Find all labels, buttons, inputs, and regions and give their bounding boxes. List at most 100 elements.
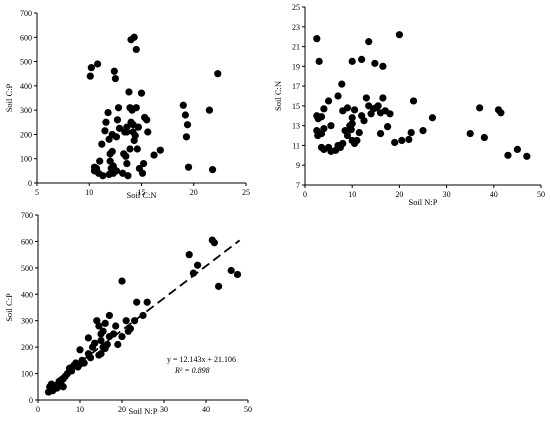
data-point — [395, 31, 403, 39]
data-point — [123, 159, 131, 168]
x-tick-label: 40 — [490, 190, 498, 199]
data-point — [114, 340, 122, 349]
x-tick-label: 15 — [138, 188, 146, 197]
data-point — [122, 152, 130, 160]
y-tick-label: 11 — [292, 141, 300, 150]
data-point — [94, 60, 102, 68]
y-tick-label: 21 — [292, 43, 300, 52]
data-point — [111, 74, 119, 83]
data-point — [480, 133, 488, 142]
y-tick-label: 400 — [20, 82, 32, 91]
data-point — [112, 133, 121, 141]
y-tick-label: 300 — [20, 106, 32, 115]
data-point — [405, 135, 413, 144]
x-tick-label: 10 — [348, 190, 356, 199]
data-point — [353, 136, 361, 145]
trendline — [45, 239, 241, 389]
y-tick-label: 500 — [20, 58, 32, 67]
y-tick-label: 700 — [21, 211, 33, 220]
data-point — [98, 140, 106, 148]
data-point — [104, 108, 112, 117]
data-point — [99, 327, 107, 335]
x-tick-label: 30 — [160, 405, 168, 414]
data-point — [379, 62, 387, 70]
x-tick-label: 30 — [443, 190, 451, 199]
data-point — [313, 35, 321, 43]
y-tick-label: 9 — [296, 161, 300, 170]
x-tick-label: 20 — [395, 190, 403, 199]
data-point — [374, 102, 382, 110]
y-tick-label: 13 — [292, 122, 300, 131]
data-point — [132, 45, 140, 54]
x-tick-label: 50 — [244, 405, 252, 414]
y-tick-label: 400 — [21, 290, 33, 299]
data-point — [113, 116, 122, 124]
data-point — [114, 104, 123, 112]
data-point — [348, 114, 356, 122]
data-point — [210, 239, 218, 247]
data-point — [504, 151, 512, 159]
data-point — [233, 270, 242, 279]
y-tick-label: 700 — [20, 9, 32, 18]
data-point — [391, 138, 399, 147]
data-point — [183, 121, 192, 129]
data-point — [179, 101, 187, 109]
data-point — [112, 322, 120, 330]
data-point — [350, 106, 359, 114]
panel-cn-vs-cp: 5 10 15 20 25 0 100 200 300 400 500 600 700 Soil C:N S… — [4, 9, 250, 200]
data-point — [343, 104, 352, 112]
data-point — [338, 80, 346, 88]
data-point — [358, 55, 366, 64]
data-point — [144, 128, 152, 136]
data-point — [355, 128, 363, 137]
x-tick-label: 0 — [303, 190, 307, 199]
data-point — [102, 118, 110, 126]
y-tick-label: 100 — [20, 155, 32, 164]
x-tick-label: 10 — [76, 405, 84, 414]
data-point — [327, 122, 335, 130]
data-point — [59, 383, 67, 391]
data-point — [143, 116, 151, 124]
data-point — [365, 38, 373, 46]
y-tick-label: 600 — [20, 33, 32, 42]
data-point — [428, 114, 437, 122]
data-point — [341, 127, 349, 135]
data-point — [334, 92, 342, 100]
data-point — [348, 120, 356, 128]
data-point — [181, 111, 189, 119]
y-tick-label: 200 — [21, 343, 33, 352]
data-point — [325, 97, 333, 105]
x-tick-label: 40 — [202, 405, 210, 414]
data-point — [99, 343, 107, 351]
y-tick-label: 500 — [21, 264, 33, 273]
data-point — [133, 298, 141, 306]
r-squared: R² = 0.898 — [174, 366, 210, 375]
data-point — [133, 145, 141, 153]
data-point — [182, 133, 191, 141]
data-point — [130, 33, 138, 41]
x-tick-label: 25 — [242, 188, 250, 197]
x-tick-label: 20 — [190, 188, 198, 197]
data-point — [122, 317, 130, 325]
regression-equation: y = 12.143x + 21.106 — [167, 355, 236, 364]
data-point — [101, 127, 109, 135]
x-axis-title: Soil C:N — [127, 190, 157, 200]
data-point — [208, 166, 217, 174]
data-point — [184, 163, 193, 171]
x-tick-label: 20 — [118, 405, 126, 414]
data-point — [118, 277, 126, 285]
data-point — [134, 123, 142, 131]
data-point — [118, 332, 126, 341]
data-point — [137, 89, 146, 97]
data-point — [419, 127, 427, 135]
data-point — [86, 72, 94, 80]
y-tick-label: 100 — [21, 370, 33, 379]
y-axis-title: Soil C:P — [4, 293, 14, 322]
y-tick-label: 600 — [21, 237, 33, 246]
data-point — [124, 172, 132, 180]
data-point — [215, 282, 223, 290]
data-point — [497, 109, 505, 117]
data-point — [189, 269, 197, 277]
data-point — [320, 105, 328, 113]
data-point — [126, 145, 134, 153]
